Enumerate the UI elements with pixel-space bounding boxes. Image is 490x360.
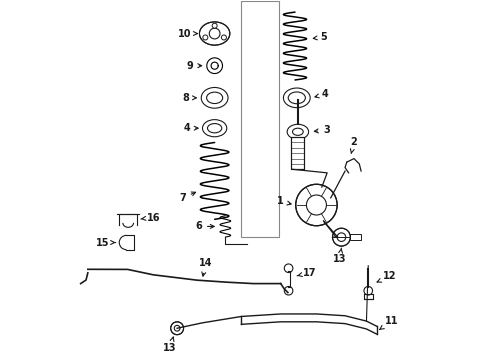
Circle shape (296, 184, 337, 226)
Text: 9: 9 (187, 61, 202, 71)
Bar (242, 1, 279, 237)
Text: 6: 6 (195, 221, 214, 231)
Circle shape (212, 23, 217, 28)
Text: 7: 7 (179, 192, 196, 203)
Text: 13: 13 (163, 337, 177, 353)
Text: 8: 8 (183, 93, 196, 103)
Text: 17: 17 (297, 268, 316, 278)
Text: 1: 1 (277, 197, 291, 206)
Text: 4: 4 (315, 89, 329, 99)
Bar (292, 137, 304, 169)
Text: 4: 4 (183, 123, 198, 133)
Bar (350, 234, 361, 240)
Circle shape (171, 322, 184, 335)
Text: 16: 16 (141, 212, 160, 222)
Bar (292, 137, 304, 169)
Text: 12: 12 (377, 271, 396, 282)
Text: 3: 3 (315, 125, 330, 135)
Text: 10: 10 (177, 28, 197, 39)
Circle shape (221, 35, 226, 40)
Text: 2: 2 (350, 138, 357, 153)
Ellipse shape (199, 22, 230, 45)
Text: 5: 5 (313, 32, 327, 42)
Text: 11: 11 (380, 316, 398, 330)
Circle shape (203, 35, 208, 40)
Circle shape (333, 228, 350, 246)
Text: 15: 15 (97, 238, 116, 248)
Text: 14: 14 (199, 258, 213, 276)
Text: 13: 13 (333, 248, 346, 264)
